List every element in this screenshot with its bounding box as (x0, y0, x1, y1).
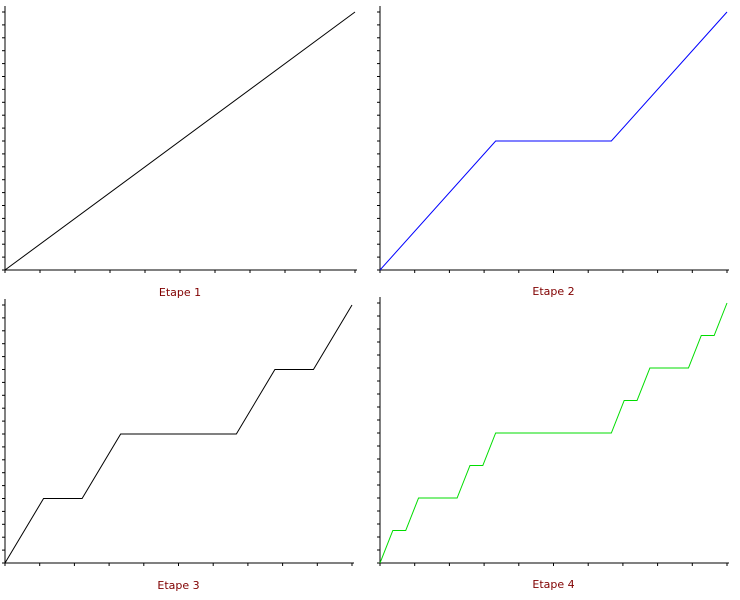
chart-title: Etape 4 (532, 578, 574, 591)
chart-title: Etape 1 (159, 286, 201, 299)
chart-title: Etape 2 (532, 285, 574, 298)
line-series (4, 304, 353, 564)
line-series (379, 302, 728, 564)
chart-title: Etape 3 (157, 579, 199, 592)
line-series (4, 11, 356, 271)
line-series (379, 11, 728, 271)
